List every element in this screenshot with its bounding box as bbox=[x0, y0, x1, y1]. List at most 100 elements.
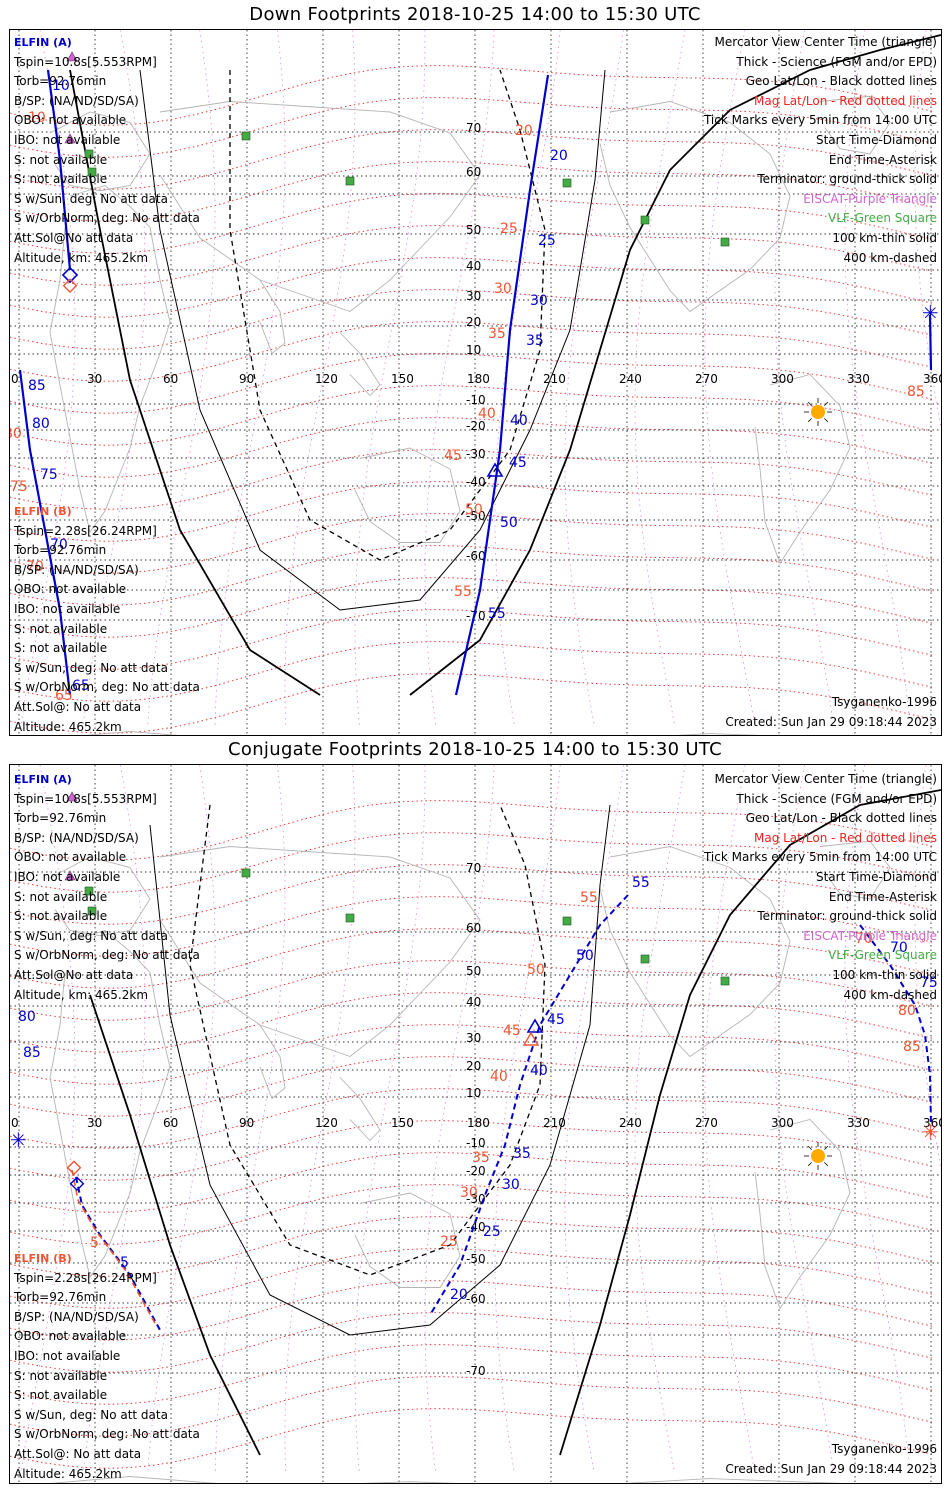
elfin-a-info: ELFIN (A) Tspin=10.8s[5.553RPM] Torb=92.… bbox=[14, 770, 200, 1005]
conjugate-footprints-map: 0 30 60 90 120 150 180 210 240 270 300 330 360 70 60 50… bbox=[9, 764, 942, 1484]
legend-item: 100 km-thin solid bbox=[832, 967, 937, 982]
info-line: S w/Sun, deg: No att data bbox=[14, 928, 168, 943]
lat-label: -30 bbox=[466, 1192, 486, 1206]
lon-label: 360 bbox=[923, 372, 941, 386]
mag-lon-line bbox=[354, 30, 426, 727]
lon-label: 210 bbox=[543, 372, 566, 386]
info-line: S: not available bbox=[14, 1368, 108, 1383]
lat-label: -70 bbox=[466, 609, 486, 623]
mag-lon-line bbox=[214, 30, 286, 727]
coastline bbox=[49, 929, 171, 1279]
map-canvas: 0 30 60 90 120 150 180 210 240 270 300 330 360 70 60 50… bbox=[10, 765, 941, 1483]
lat-label: 70 bbox=[466, 121, 481, 135]
lon-label: 270 bbox=[695, 1116, 718, 1130]
elfin-a-tick: 70 bbox=[50, 537, 68, 553]
legend-item: End Time-Asterisk bbox=[828, 152, 937, 167]
elfin-a-mag-tick: 55 bbox=[454, 584, 472, 600]
eiscat-triangle bbox=[66, 51, 78, 62]
lat-label: -30 bbox=[466, 447, 486, 461]
mag-lon-line bbox=[844, 765, 911, 1474]
info-line: IBO: not available bbox=[14, 132, 121, 147]
lon-label: 180 bbox=[467, 372, 490, 386]
elfin-a-tick: 25 bbox=[483, 1224, 501, 1240]
start-time-diamond bbox=[61, 266, 79, 284]
lat-label: -20 bbox=[466, 419, 486, 433]
elfin-a-tick: 45 bbox=[547, 1012, 565, 1028]
info-line: S: not available bbox=[14, 909, 108, 924]
mag-lon-line bbox=[424, 30, 495, 727]
lat-label: 30 bbox=[466, 289, 481, 303]
map-legend: Mercator View Center Time (triangle) Thic… bbox=[704, 33, 937, 268]
elfin-a-tick: 75 bbox=[40, 467, 58, 483]
legend-item: 400 km-dashed bbox=[843, 987, 937, 1002]
created-timestamp: Created: Sun Jan 29 09:18:44 2023 bbox=[725, 715, 937, 729]
lon-label: 0 bbox=[11, 1116, 19, 1130]
elfin-a-mag-tick: 20 bbox=[515, 123, 533, 139]
mag-lon-line bbox=[354, 765, 426, 1474]
sun-ray bbox=[807, 1162, 812, 1167]
elfin-a-mag-tick: 30 bbox=[494, 281, 512, 297]
elfin-a-tick: 75 bbox=[920, 975, 938, 991]
info-line: Torb=92.76min bbox=[14, 811, 107, 826]
mag-lon-line bbox=[147, 765, 216, 1474]
eiscat-triangle bbox=[64, 133, 76, 144]
elfin-a-mag-tick: 45 bbox=[444, 448, 462, 464]
coastline bbox=[49, 184, 171, 534]
elfin-a-tick: 35 bbox=[513, 1146, 531, 1162]
created-timestamp: Created: Sun Jan 29 09:18:44 2023 bbox=[725, 1462, 937, 1476]
info-line: S: not available bbox=[14, 172, 108, 187]
lon-label: 120 bbox=[315, 372, 338, 386]
lat-label: 20 bbox=[466, 1059, 481, 1073]
panel-title: Conjugate Footprints 2018-10-25 14:00 to… bbox=[228, 739, 722, 760]
sun-ray bbox=[824, 1162, 829, 1167]
coastline bbox=[49, 111, 151, 192]
down-footprints-map: 0 30 60 90 120 150 180 210 240 270 300 330 360 70 60 50… bbox=[9, 29, 942, 736]
vlf-square bbox=[562, 916, 572, 926]
sun-ray bbox=[807, 401, 812, 406]
elfin-a-tick: 25 bbox=[538, 233, 556, 249]
elfin-a-mag-tick: 35 bbox=[472, 1150, 490, 1166]
sun-icon bbox=[811, 1149, 825, 1163]
mag-lon-line bbox=[704, 765, 756, 1474]
lat-label: 20 bbox=[466, 315, 481, 329]
model-name: Tsyganenko-1996 bbox=[831, 695, 937, 709]
elfin-a-mag-tick: 65 bbox=[55, 688, 73, 704]
legend-item: Geo Lat/Lon - Black dotted lines bbox=[745, 74, 937, 89]
mag-lon-line bbox=[564, 30, 625, 727]
coastline bbox=[754, 1118, 851, 1310]
center-time-triangle bbox=[526, 1018, 544, 1033]
elfin-a-mag-tick: 50 bbox=[465, 502, 483, 518]
elfin-a-tick: 10 bbox=[52, 78, 70, 94]
info-line: S w/OrbNorm, deg: No att data bbox=[14, 1427, 200, 1442]
vlf-square bbox=[241, 868, 251, 878]
lon-label: 60 bbox=[163, 1116, 178, 1130]
info-line: S: not available bbox=[14, 641, 108, 656]
lat-label: 60 bbox=[466, 921, 481, 935]
lon-label: 120 bbox=[315, 1116, 338, 1130]
lat-label: -70 bbox=[466, 1364, 486, 1378]
info-line: Att.Sol@No att data bbox=[14, 967, 134, 982]
mag-lon-line bbox=[494, 30, 561, 727]
lat-label: 50 bbox=[466, 964, 481, 978]
elfin-b-info: ELFIN (B) Tspin=2.28s[26.24RPM] Torb=92.… bbox=[14, 502, 200, 735]
lon-label: 330 bbox=[847, 372, 870, 386]
center-time-triangle bbox=[486, 462, 504, 477]
elfin-a-mag-tick: 40 bbox=[478, 406, 496, 422]
elfin-a-mag-tick: 10 bbox=[28, 110, 46, 126]
vlf-square bbox=[84, 886, 94, 896]
elfin-a-tick: 80 bbox=[32, 416, 50, 432]
legend-item: EISCAT-Purple Triangle bbox=[803, 928, 937, 943]
elfin-a-info: ELFIN (A) Tspin=10.8s[5.553RPM] Torb=92.… bbox=[14, 33, 200, 268]
mag-lon-line bbox=[564, 765, 625, 1474]
vlf-square bbox=[720, 237, 730, 247]
center-time-triangle bbox=[522, 1031, 540, 1046]
lon-label: 30 bbox=[87, 1116, 102, 1130]
vlf-square bbox=[562, 178, 572, 188]
coastline bbox=[339, 1077, 381, 1142]
coastline bbox=[50, 1476, 844, 1483]
info-line: Att.Sol@: No att data bbox=[14, 699, 142, 714]
info-line: S w/Sun, deg: No att data bbox=[14, 660, 168, 675]
info-line: IBO: not available bbox=[14, 601, 121, 616]
elfin-a-mag-tick: 70 bbox=[855, 931, 873, 947]
lon-label: 180 bbox=[467, 1116, 490, 1130]
